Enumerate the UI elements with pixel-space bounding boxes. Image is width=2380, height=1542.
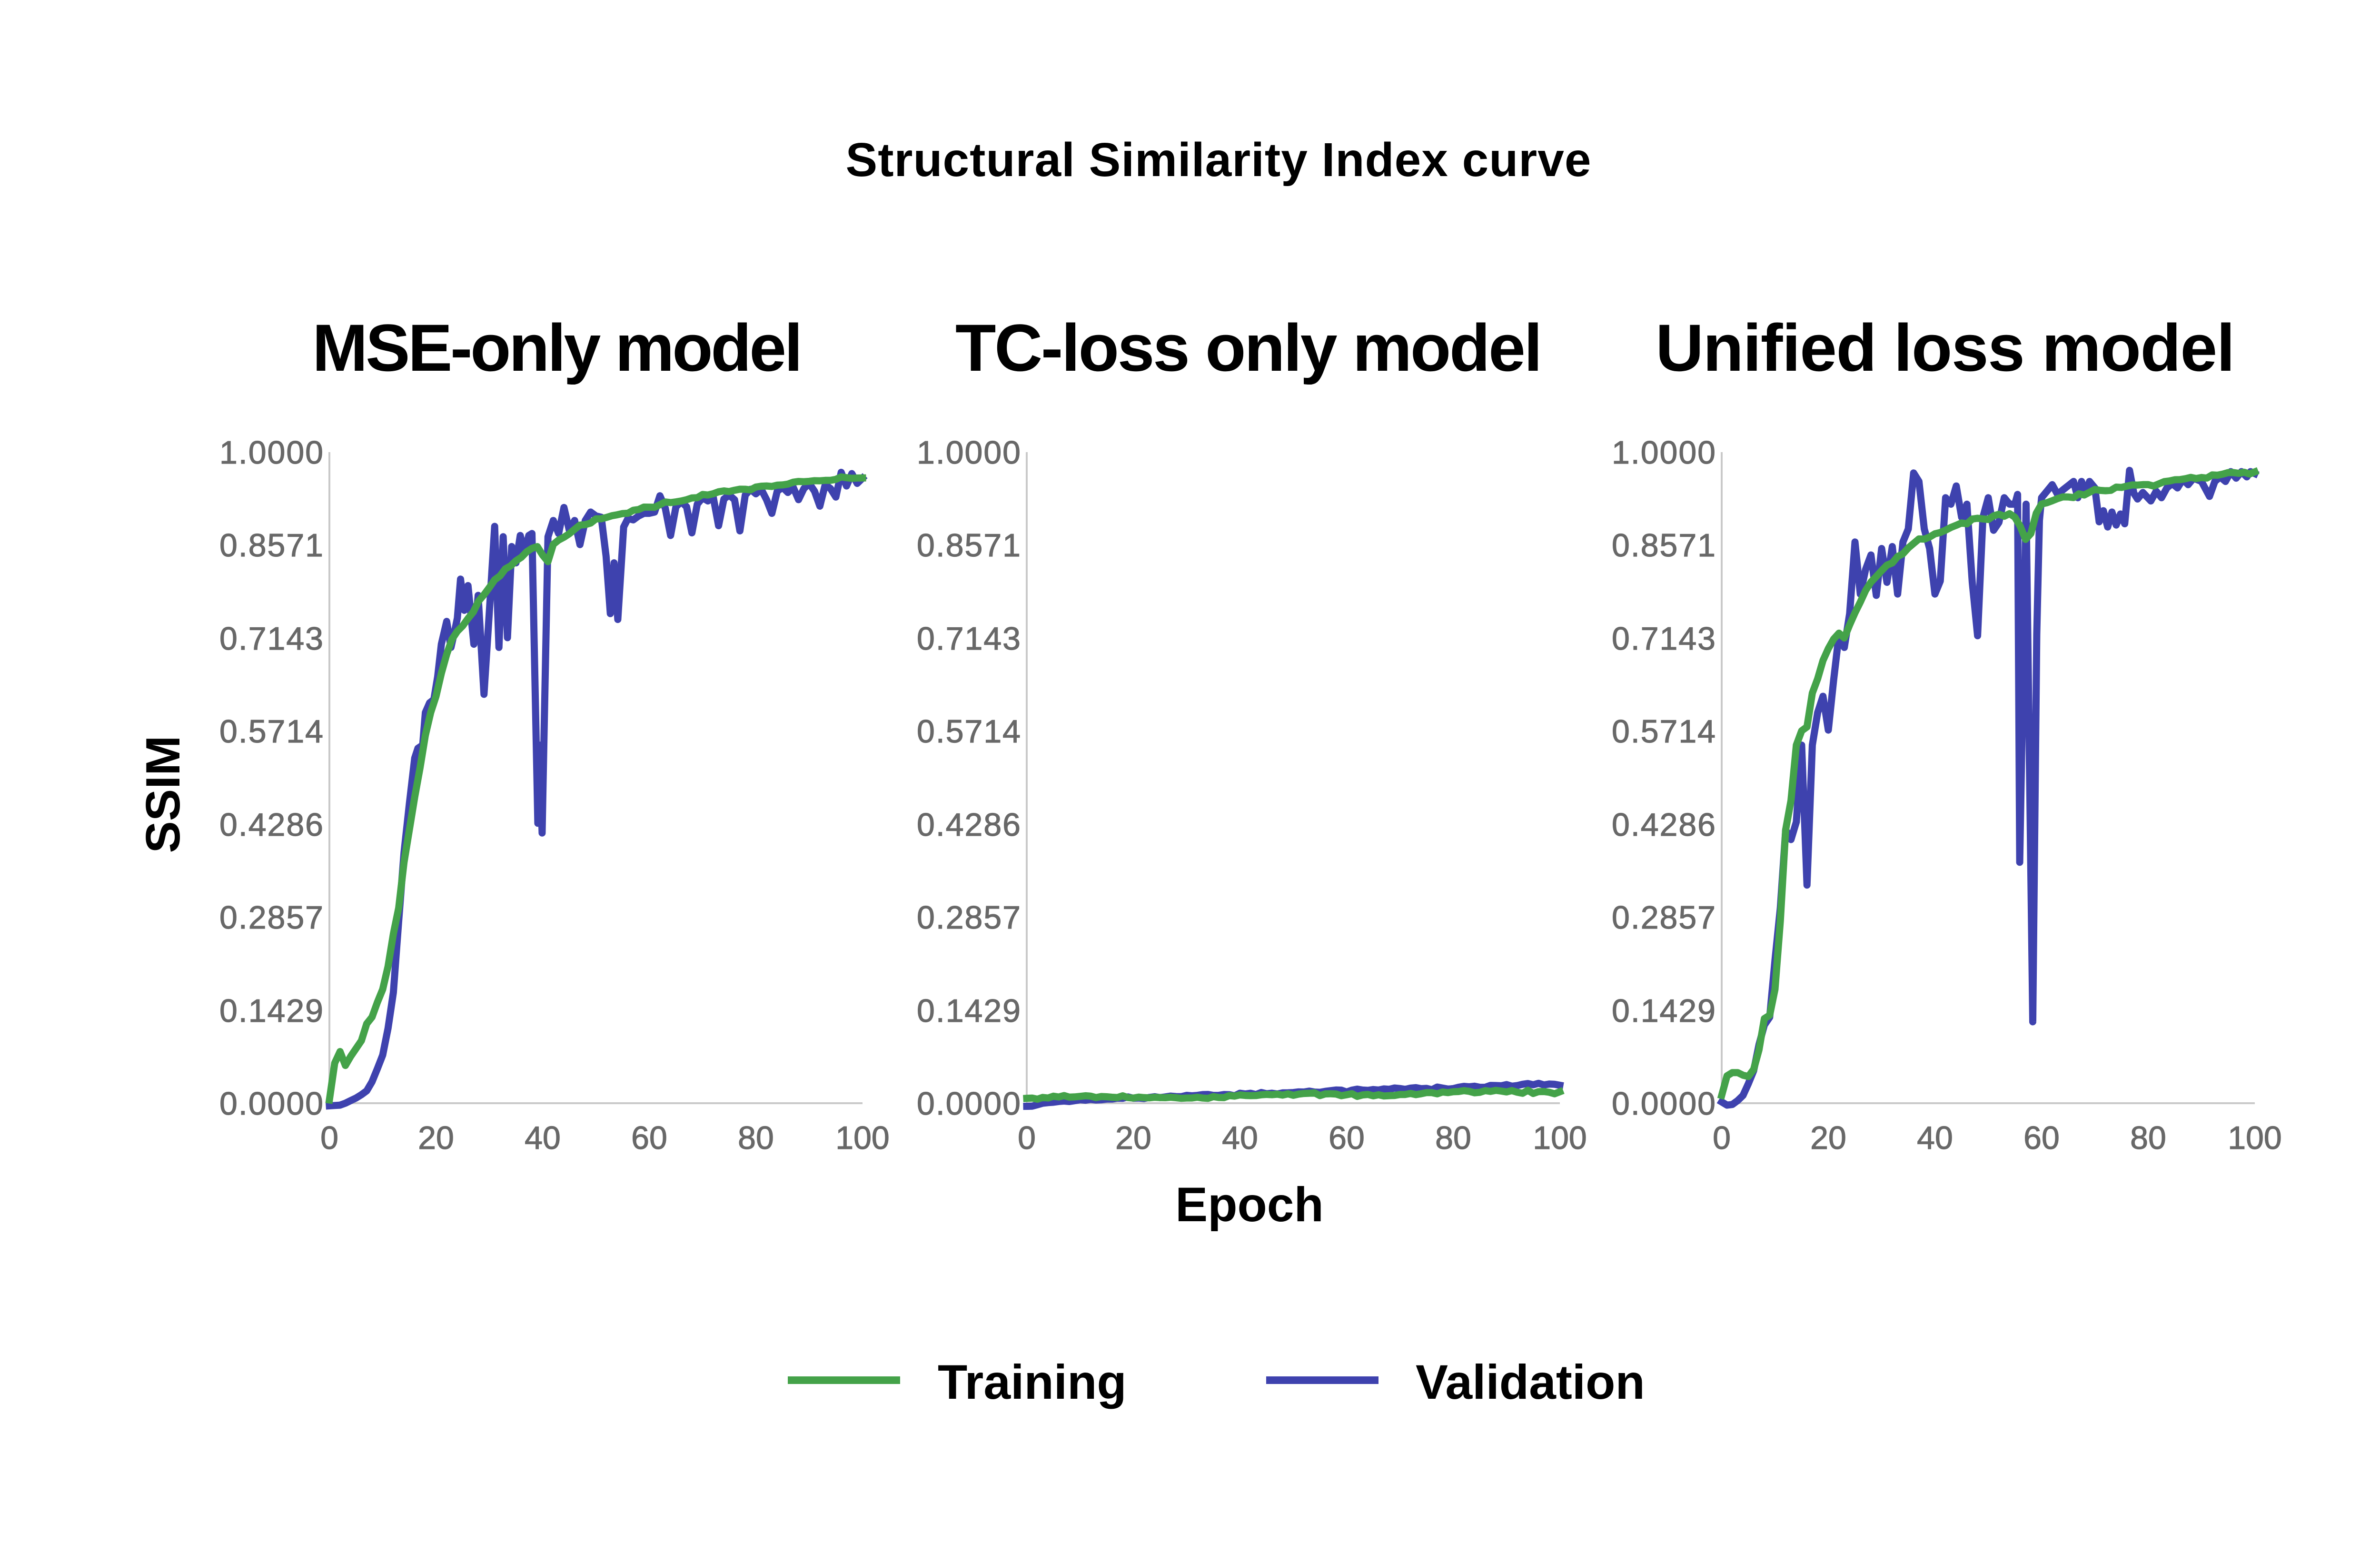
svg-text:Unified loss model: Unified loss model [1656,310,2234,385]
svg-text:20: 20 [418,1120,454,1156]
svg-text:0.8571: 0.8571 [219,527,324,563]
svg-text:1.0000: 1.0000 [219,435,324,471]
svg-text:0.7143: 0.7143 [219,621,324,657]
svg-text:100: 100 [1533,1120,1587,1156]
svg-text:100: 100 [835,1120,889,1156]
svg-text:0.4286: 0.4286 [1612,807,1716,843]
svg-text:60: 60 [2023,1120,2060,1156]
svg-text:20: 20 [1810,1120,1846,1156]
svg-text:60: 60 [1329,1120,1365,1156]
svg-text:0.2857: 0.2857 [1612,900,1716,936]
svg-text:0.1429: 0.1429 [219,993,324,1029]
svg-text:0.1429: 0.1429 [917,993,1021,1029]
svg-text:0.2857: 0.2857 [219,900,324,936]
svg-text:1.0000: 1.0000 [1612,435,1716,471]
svg-text:0.8571: 0.8571 [917,527,1021,563]
svg-text:Structural Similarity Index cu: Structural Similarity Index curve [846,133,1592,187]
svg-text:40: 40 [1222,1120,1258,1156]
svg-text:0.1429: 0.1429 [1612,993,1716,1029]
svg-text:0.5714: 0.5714 [219,713,324,750]
svg-text:80: 80 [2130,1120,2166,1156]
svg-text:0: 0 [320,1120,338,1156]
svg-text:Training: Training [938,1355,1127,1409]
svg-text:0.5714: 0.5714 [917,713,1021,750]
svg-text:TC-loss only model: TC-loss only model [955,310,1541,385]
svg-text:0.4286: 0.4286 [917,807,1021,843]
svg-text:SSIM: SSIM [137,736,190,853]
svg-text:80: 80 [738,1120,774,1156]
svg-text:20: 20 [1115,1120,1151,1156]
svg-text:40: 40 [1917,1120,1953,1156]
svg-text:0: 0 [1018,1120,1036,1156]
svg-text:80: 80 [1435,1120,1471,1156]
svg-text:0.8571: 0.8571 [1612,527,1716,563]
svg-text:1.0000: 1.0000 [917,435,1021,471]
svg-text:Epoch: Epoch [1175,1177,1324,1232]
svg-text:40: 40 [525,1120,561,1156]
svg-text:0.5714: 0.5714 [1612,713,1716,750]
svg-text:0.2857: 0.2857 [917,900,1021,936]
svg-text:0.0000: 0.0000 [219,1086,324,1122]
svg-text:MSE-only model: MSE-only model [312,310,801,385]
svg-text:0.7143: 0.7143 [917,621,1021,657]
svg-text:0.4286: 0.4286 [219,807,324,843]
svg-text:0: 0 [1713,1120,1731,1156]
svg-text:0.0000: 0.0000 [1612,1086,1716,1122]
svg-text:Validation: Validation [1416,1355,1645,1409]
svg-text:100: 100 [2228,1120,2281,1156]
svg-text:0.0000: 0.0000 [917,1086,1021,1122]
svg-text:0.7143: 0.7143 [1612,621,1716,657]
svg-text:60: 60 [631,1120,667,1156]
